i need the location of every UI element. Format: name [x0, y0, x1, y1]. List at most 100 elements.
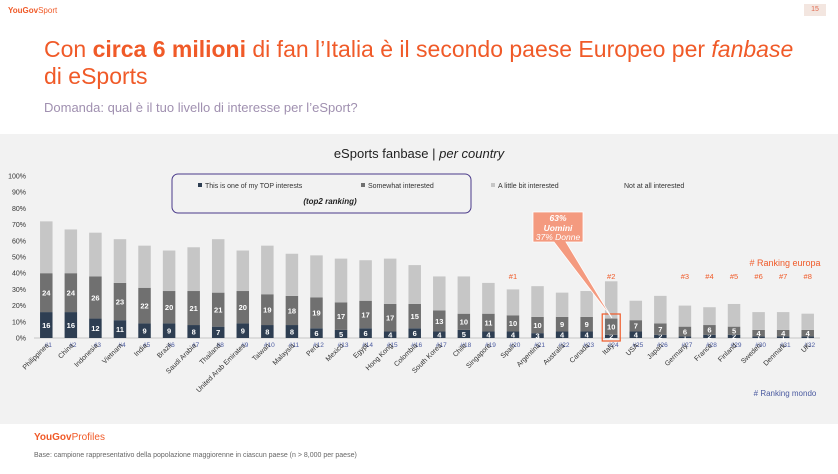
bar-segment: [236, 323, 250, 338]
bar-segment: [359, 300, 372, 329]
y-tick-label: 60%: [12, 238, 26, 245]
category-label: Germany: [664, 342, 690, 368]
bar-segment: [654, 334, 667, 338]
brand-logo: YouGovSport: [8, 6, 58, 15]
bar-segment: [654, 295, 667, 324]
bar-segment: [359, 260, 372, 301]
bar-segment: [334, 302, 348, 330]
category-label: United Arab Emirates: [195, 342, 247, 394]
world-rank-label: #1: [45, 342, 53, 349]
data-label: 4: [560, 331, 565, 340]
bar-segment: [776, 312, 790, 330]
data-label: 4: [437, 331, 442, 340]
data-label: 20: [165, 303, 173, 312]
bar-segment: [752, 312, 765, 330]
bar-segment: [162, 250, 176, 292]
legend-note: (top2 ranking): [303, 197, 357, 206]
data-label: 4: [757, 329, 762, 338]
category-label: Egypt: [352, 342, 370, 360]
bar-segment: [531, 333, 544, 338]
category-label: Finland: [717, 342, 738, 363]
bar-segment: [89, 318, 102, 338]
bar-segment: [555, 316, 569, 332]
bar-segment: [310, 297, 323, 329]
data-label: 1: [806, 333, 810, 342]
bar-segment: [531, 316, 544, 334]
data-label: 9: [241, 327, 245, 336]
legend-box: [171, 173, 472, 214]
world-rank-label: #27: [681, 342, 692, 349]
bar-segment: [604, 281, 618, 319]
data-label: 6: [413, 329, 417, 338]
data-label: 16: [42, 321, 50, 330]
category-label: Malaysia: [272, 342, 297, 367]
data-label: 9: [167, 327, 171, 336]
bar-segment: [482, 331, 495, 338]
world-rank-label: #18: [460, 342, 471, 349]
data-label: 1: [781, 333, 785, 342]
bar-segment: [457, 329, 471, 338]
bar-segment: [629, 331, 643, 338]
europe-rank-legend: # Ranking europa: [749, 258, 820, 268]
title-part1: Con: [44, 36, 93, 62]
data-label: 10: [533, 321, 541, 330]
data-label: 11: [116, 325, 124, 334]
title-italic: fanbase: [711, 36, 794, 62]
bar-segment: [604, 318, 618, 335]
world-rank-label: #25: [632, 342, 643, 349]
bar-segment: [211, 292, 225, 327]
data-label: 6: [683, 327, 687, 336]
world-rank-label: #14: [362, 342, 373, 349]
bar-segment: [703, 334, 716, 338]
category-label: Thailand: [199, 342, 223, 366]
category-label: Japan: [646, 342, 665, 361]
bar-segment: [261, 325, 274, 338]
bar-segment: [482, 282, 495, 314]
category-label: Indonesia: [73, 342, 99, 368]
data-label: 4: [388, 331, 393, 340]
callout-line: Uomini: [544, 223, 573, 233]
data-label: 7: [216, 328, 220, 337]
data-label: 7: [634, 322, 638, 331]
data-label: 8: [192, 327, 196, 336]
world-rank-label: #11: [289, 342, 300, 349]
bar-segment: [433, 276, 446, 311]
y-tick-label: 80%: [12, 206, 26, 213]
bar-segment: [359, 328, 372, 338]
bar-segment: [187, 325, 200, 338]
bar-segment: [678, 336, 692, 338]
chart-title-italic: per country: [438, 146, 506, 161]
y-tick-label: 40%: [12, 271, 26, 278]
category-label: Philippines: [22, 342, 51, 371]
chart-title-main: eSports fanbase |: [334, 146, 439, 161]
title-bold: circa 6 milioni: [92, 36, 246, 62]
legend-swatch: [198, 183, 202, 187]
world-rank-label: #15: [387, 342, 398, 349]
legend-item: Somewhat interested: [368, 183, 434, 190]
data-label: 6: [314, 329, 318, 338]
bar-segment: [457, 313, 471, 330]
bar-segment: [383, 303, 397, 332]
data-label: 24: [42, 288, 51, 297]
data-label: 26: [91, 293, 99, 302]
world-rank-label: #2: [69, 342, 77, 349]
category-label: Sweden: [740, 342, 763, 365]
data-label: 10: [607, 322, 615, 331]
data-label: 23: [116, 297, 124, 306]
data-label: 17: [361, 310, 369, 319]
world-rank-label: #5: [143, 342, 151, 349]
bar-segment: [752, 329, 765, 337]
y-tick-label: 0%: [16, 336, 26, 343]
world-rank-label: #30: [755, 342, 766, 349]
bar-segment: [506, 289, 520, 316]
data-label: 4: [486, 331, 491, 340]
legend-swatch: [617, 183, 621, 187]
data-label: 13: [435, 317, 443, 326]
data-label: 8: [290, 327, 294, 336]
europe-rank-label: #4: [705, 272, 713, 281]
world-rank-label: #17: [436, 342, 447, 349]
data-label: 15: [411, 312, 419, 321]
data-label: 2: [732, 332, 736, 341]
data-label: 10: [460, 318, 468, 327]
bar-segment: [64, 273, 78, 313]
